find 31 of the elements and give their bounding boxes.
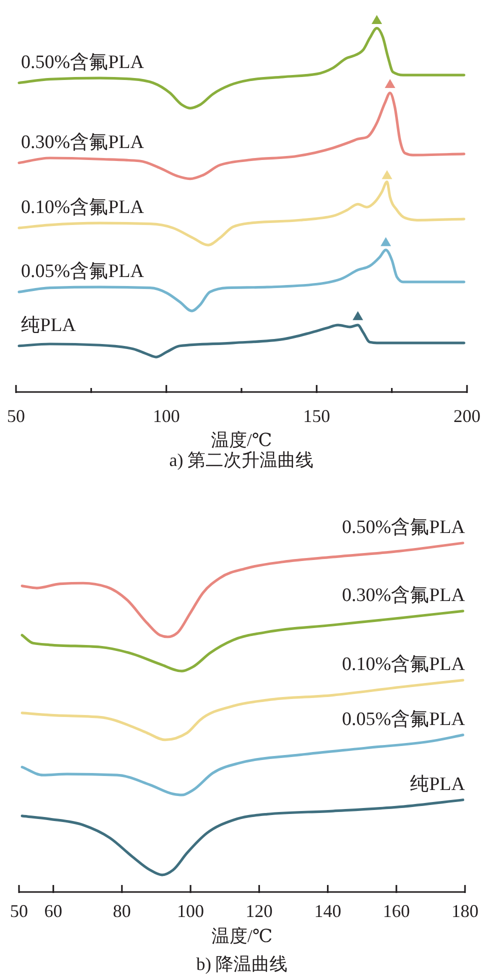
x-tick-label: 150 [303,406,330,426]
point [384,78,396,88]
x-tick-label: 140 [314,901,342,921]
series-label: 0.30%含氟PLA [21,132,144,153]
x-tick-label: 50 [10,901,28,921]
x-tick-label: 60 [44,901,62,921]
series-label: 0.10%含氟PLA [21,196,144,218]
series-label: 0.05%含氟PLA [342,708,466,730]
x-tick-label: 100 [177,901,204,921]
point [380,237,392,246]
x-axis-title: 温度/℃ [211,926,273,946]
text: a) 第二次升温曲线 [169,450,314,470]
series-label: 纯PLA [21,314,76,336]
series-label: 0.05%含氟PLA [21,260,144,282]
x-tick-label: 80 [112,901,131,921]
text: b) 降温曲线 [196,954,288,974]
point [352,311,364,320]
x-tick-label: 100 [152,406,180,426]
x-tick-label: 160 [382,901,410,921]
point [382,170,392,180]
series-label: 0.50%含氟PLA [342,517,466,538]
x-tick-label: 50 [7,406,25,426]
x-tick-label: 200 [454,406,480,426]
x-tick-label: 180 [452,901,478,921]
series-label: 0.30%含氟PLA [342,585,466,606]
point [372,15,382,24]
x-axis-title: 温度/℃ [210,430,272,450]
series-label: 纯PLA [410,774,466,795]
series-label: 0.10%含氟PLA [342,654,466,676]
x-tick-label: 120 [246,901,273,921]
series-label: 0.50%含氟PLA [21,52,144,73]
